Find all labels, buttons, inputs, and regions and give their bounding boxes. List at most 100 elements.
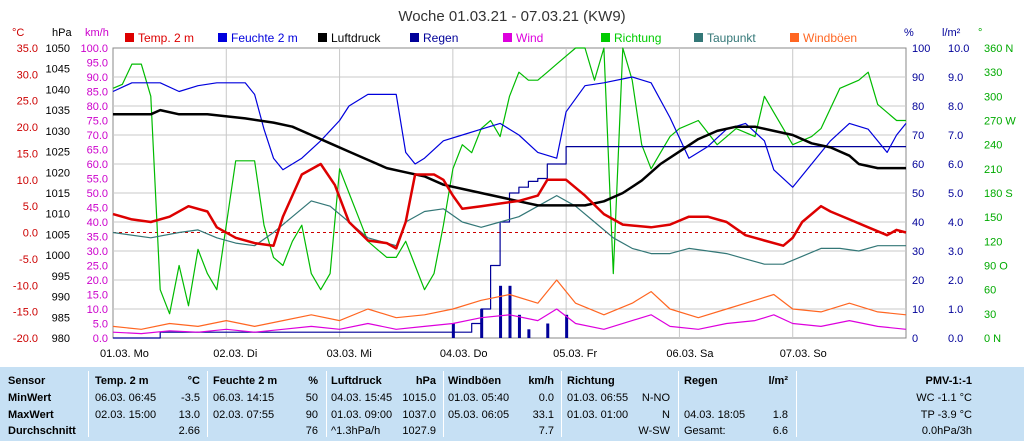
tick-label-wind: 95.0	[87, 58, 108, 70]
tick-label-temp: -20.0	[13, 333, 38, 345]
tick-label-pressure: 1035	[46, 105, 70, 117]
pressure-trend-3h: 0.0hPa/3h	[921, 425, 972, 437]
pmv-header: PMV-1:-1	[925, 375, 972, 387]
temp-unit: °C	[187, 375, 200, 387]
tick-label-pressure: 1025	[46, 147, 70, 159]
chart-series	[112, 47, 907, 339]
humidity-min-value: 50	[305, 392, 318, 404]
rain-total-label: Gesamt:	[684, 425, 726, 437]
tick-label-direction: 180 S	[984, 188, 1013, 200]
tick-label-temp: 30.0	[17, 69, 38, 81]
tick-label-rain: 9.0	[948, 72, 963, 84]
tick-label-humidity: 30	[912, 246, 924, 258]
tick-label-wind: 5.0	[93, 319, 108, 331]
tick-label-rain: 5.0	[948, 188, 963, 200]
direction-max-date: 01.03. 01:00	[567, 409, 629, 421]
series-luftdruck	[113, 108, 906, 207]
tick-label-wind: 0.0	[93, 333, 108, 345]
legend-label: Windböen	[803, 31, 857, 45]
rain-bar	[451, 323, 455, 338]
tick-label-pressure: 1050	[46, 43, 70, 55]
tick-label-humidity: 20	[912, 275, 924, 287]
tick-label-direction: 330	[984, 67, 1002, 79]
tick-label-humidity: 10	[912, 304, 924, 316]
legend-label: Taupunkt	[707, 31, 756, 45]
tick-label-direction: 120	[984, 236, 1002, 248]
tick-label-temp: 0.0	[23, 228, 38, 240]
tick-label-temp: 10.0	[17, 175, 38, 187]
tick-label-pressure: 1015	[46, 188, 70, 200]
tick-label-humidity: 90	[912, 72, 924, 84]
legend-label: Regen	[423, 31, 458, 45]
rain-header: Regen	[684, 375, 718, 387]
rain-total-value: 6.6	[772, 425, 788, 437]
x-tick-label: 01.03. Mo	[100, 348, 149, 360]
direction-average: W-SW	[638, 425, 670, 437]
tick-label-wind: 20.0	[87, 275, 108, 287]
rain-bar	[499, 285, 503, 338]
tick-label-rain: 6.0	[948, 159, 963, 171]
tick-label-rain: 7.0	[948, 130, 963, 142]
tick-label-direction: 270 W	[984, 116, 1016, 128]
tick-label-direction: 300	[984, 91, 1002, 103]
tick-label-direction: 150	[984, 212, 1002, 224]
chart-axes: 35.0 30.0 25.0 20.0 15.0 10.0 5.0 0.0 -5.0 -10.0 -…	[12, 27, 1016, 345]
humidity-max-date: 02.03. 07:55	[213, 409, 275, 421]
x-tick-label: 02.03. Di	[213, 348, 257, 360]
temp-average: 2.66	[178, 425, 200, 437]
humidity-unit: %	[308, 375, 318, 387]
tick-label-wind: 30.0	[87, 246, 108, 258]
x-tick-label: 05.03. Fr	[553, 348, 597, 360]
gust-min-value: 0.0	[538, 392, 554, 404]
x-tick-label: 07.03. So	[780, 348, 827, 360]
tick-label-humidity: 80	[912, 101, 924, 113]
tick-label-direction: 210	[984, 164, 1002, 176]
rain-max-value: 1.8	[772, 409, 788, 421]
tick-label-rain: 8.0	[948, 101, 963, 113]
tick-label-temp: 35.0	[17, 43, 38, 55]
tick-label-pressure: 1045	[46, 64, 70, 76]
rain-unit: l/m²	[768, 375, 788, 387]
tick-label-wind: 60.0	[87, 159, 108, 171]
tick-label-temp: 5.0	[23, 201, 38, 213]
tick-label-temp: -5.0	[19, 254, 38, 266]
weather-chart: Woche 01.03.21 - 07.03.21 (KW9) 35.0 30.0…	[12, 8, 1017, 360]
tick-label-humidity: 40	[912, 217, 924, 229]
gust-max-value: 33.1	[532, 409, 554, 421]
series-temp-2-m	[112, 162, 907, 250]
direction-header: Richtung	[567, 375, 615, 387]
direction-min-date: 01.03. 06:55	[567, 392, 629, 404]
tick-label-pressure: 980	[52, 333, 70, 345]
tick-label-temp: 15.0	[17, 148, 38, 160]
row-label-sensor: Sensor	[8, 375, 46, 387]
tick-label-humidity: 70	[912, 130, 924, 142]
x-tick-label: 03.03. Mi	[327, 348, 372, 360]
x-axis-labels: 01.03. Mo 02.03. Di 03.03. Mi 04.03. Do 05.0…	[100, 348, 827, 360]
legend-swatch	[410, 33, 419, 42]
pressure-header: Luftdruck	[331, 375, 382, 387]
temp-min-value: -3.5	[181, 392, 200, 404]
gust-unit: km/h	[528, 375, 554, 387]
tick-label-rain: 0.0	[948, 333, 963, 345]
series-regen	[113, 146, 906, 339]
axis-unit-temp: °C	[12, 27, 24, 39]
tick-label-rain: 4.0	[948, 217, 963, 229]
x-tick-label: 06.03. Sa	[666, 348, 714, 360]
x-tick-label: 04.03. Do	[440, 348, 488, 360]
rain-bar	[565, 314, 569, 338]
legend-swatch	[694, 33, 703, 42]
rain-bar	[508, 285, 512, 338]
tick-label-pressure: 995	[52, 271, 70, 283]
direction-max-value: N	[662, 409, 670, 421]
series-feuchte-2-m	[112, 76, 907, 188]
legend-swatch	[218, 33, 227, 42]
tick-label-humidity: 100	[912, 43, 930, 55]
tick-label-humidity: 50	[912, 188, 924, 200]
gust-average: 7.7	[538, 425, 554, 437]
dewpoint-value: TP -3.9 °C	[920, 409, 972, 421]
tick-label-direction: 30	[984, 309, 996, 321]
legend-swatch	[318, 33, 327, 42]
row-label-min: MinWert	[8, 392, 52, 404]
humidity-average: 76	[305, 425, 318, 437]
tick-label-wind: 45.0	[87, 203, 108, 215]
